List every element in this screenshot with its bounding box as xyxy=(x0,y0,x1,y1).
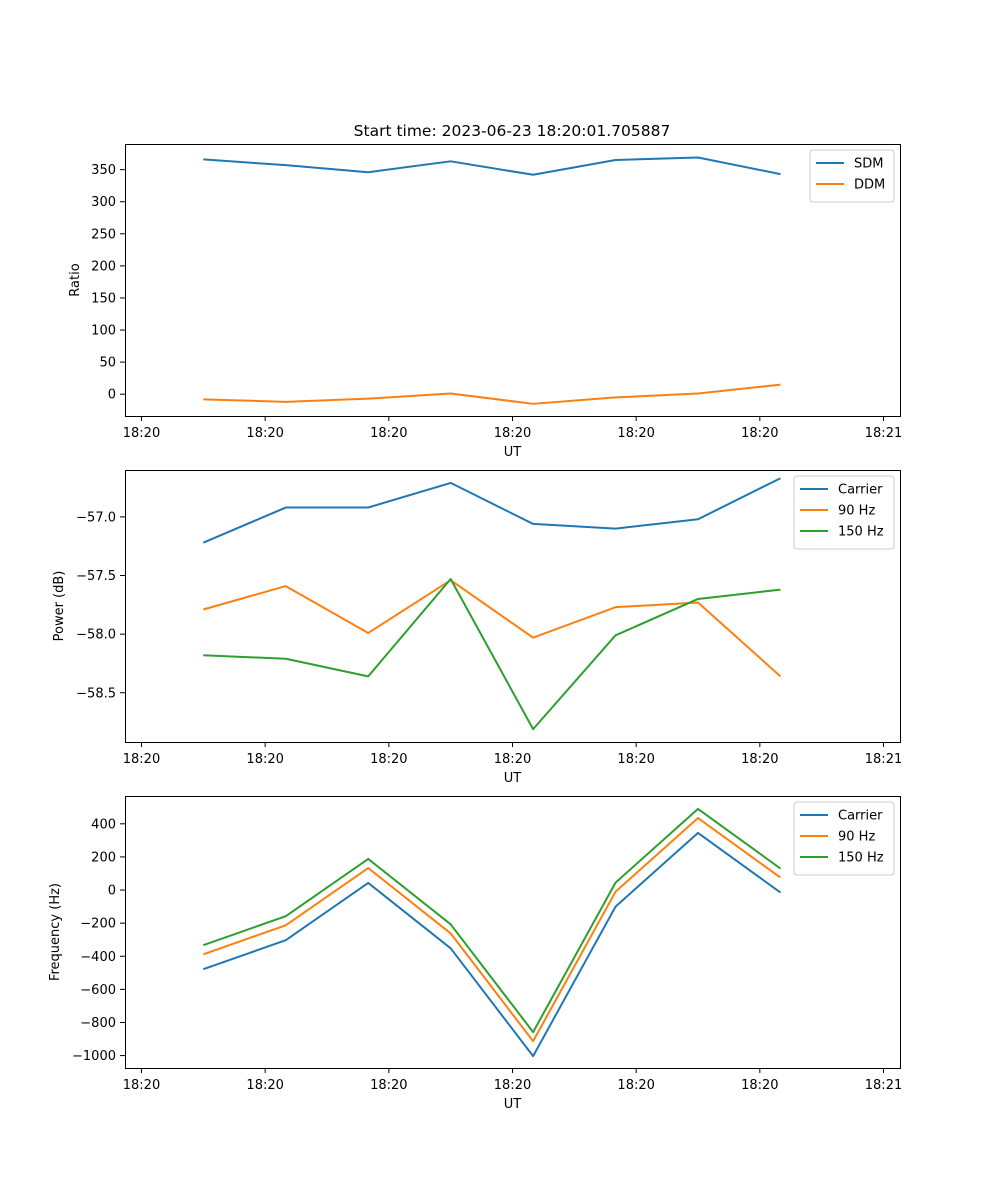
frequency-x-tick-label: 18:20 xyxy=(494,1078,531,1093)
chart-title: Start time: 2023-06-23 18:20:01.705887 xyxy=(354,122,671,140)
power-x-tick-label: 18:20 xyxy=(123,752,160,767)
ratio-y-tick-label: 300 xyxy=(91,195,116,210)
ratio-x-tick-label: 18:20 xyxy=(123,426,160,441)
power-legend-label: 90 Hz xyxy=(838,504,875,519)
power-series-line-150-hz xyxy=(203,578,781,731)
power-x-tick-label: 18:20 xyxy=(370,752,407,767)
frequency-x-tick-label: 18:20 xyxy=(741,1078,778,1093)
frequency-legend: Carrier 90 Hz 150 Hz xyxy=(793,801,895,876)
frequency-y-tick-label: −1000 xyxy=(72,1049,116,1064)
power-panel: 18:20 18:20 18:20 18:20 18:20 18:20 18:21 −58.5… xyxy=(52,470,902,786)
ratio-y-tick-label: 100 xyxy=(91,324,116,339)
frequency-x-tick-label: 18:20 xyxy=(617,1078,654,1093)
frequency-x-tick-label: 18:20 xyxy=(246,1078,283,1093)
ratio-y-tick-label: 350 xyxy=(91,163,116,178)
frequency-y-tick-label: 0 xyxy=(108,884,116,899)
ratio-panel: 18:20 18:20 18:20 18:20 18:20 18:20 18:21 0 50 10… xyxy=(68,144,902,460)
frequency-y-tick-label: −800 xyxy=(80,1016,116,1031)
frequency-y-tick-label: −200 xyxy=(80,917,116,932)
frequency-series-line-90-hz xyxy=(202,817,782,1043)
frequency-y-tick-label: 400 xyxy=(91,817,116,832)
frequency-y-tick-label: 200 xyxy=(91,850,116,865)
power-series-line-90-hz xyxy=(203,579,782,678)
ratio-series-line-ddm xyxy=(203,383,781,405)
power-y-tick-label: −58.0 xyxy=(76,628,116,643)
ratio-y-axis-label: Ratio xyxy=(68,263,83,296)
frequency-panel: 18:20 18:20 18:20 18:20 18:20 18:20 18:21 −1000… xyxy=(48,796,902,1112)
ratio-x-axis-label: UT xyxy=(504,445,522,460)
frequency-x-tick-label: 18:20 xyxy=(123,1078,160,1093)
ratio-y-tick-label: 50 xyxy=(99,356,116,371)
power-plot-frame xyxy=(125,470,901,743)
power-y-tick-label: −57.5 xyxy=(76,569,116,584)
ratio-legend: SDM DDM xyxy=(809,149,895,203)
power-x-tick-label: 18:20 xyxy=(617,752,654,767)
power-legend: Carrier 90 Hz 150 Hz xyxy=(793,475,895,550)
ratio-legend-label: DDM xyxy=(854,178,885,193)
power-x-tick-label: 18:20 xyxy=(246,752,283,767)
frequency-y-tick-label: −400 xyxy=(80,950,116,965)
frequency-legend-label: 90 Hz xyxy=(838,830,875,845)
frequency-y-tick-label: −600 xyxy=(80,983,116,998)
power-y-tick-label: −57.0 xyxy=(76,510,116,525)
frequency-x-axis-label: UT xyxy=(504,1097,522,1112)
power-x-tick-label: 18:21 xyxy=(865,752,902,767)
ratio-series-line-sdm xyxy=(203,156,781,176)
frequency-y-axis-label: Frequency (Hz) xyxy=(48,883,63,981)
ratio-x-tick-label: 18:20 xyxy=(741,426,778,441)
frequency-series-line-carrier xyxy=(202,831,782,1058)
power-y-tick-label: −58.5 xyxy=(76,686,116,701)
power-x-axis-label: UT xyxy=(504,771,522,786)
ratio-y-tick-label: 250 xyxy=(91,227,116,242)
ratio-x-tick-label: 18:20 xyxy=(617,426,654,441)
power-series-line-carrier xyxy=(202,477,781,544)
power-legend-label: 150 Hz xyxy=(838,525,884,540)
ratio-x-tick-label: 18:20 xyxy=(246,426,283,441)
power-y-axis-label: Power (dB) xyxy=(52,571,67,642)
ratio-y-tick-label: 200 xyxy=(91,259,116,274)
frequency-legend-label: 150 Hz xyxy=(838,851,884,866)
ratio-x-tick-label: 18:20 xyxy=(370,426,407,441)
frequency-series-line-150-hz xyxy=(202,807,782,1034)
ratio-y-tick-label: 0 xyxy=(108,388,116,403)
power-x-tick-label: 18:20 xyxy=(741,752,778,767)
ratio-x-tick-label: 18:20 xyxy=(494,426,531,441)
frequency-x-tick-label: 18:20 xyxy=(370,1078,407,1093)
frequency-x-tick-label: 18:21 xyxy=(865,1078,902,1093)
ratio-plot-frame xyxy=(125,144,901,417)
ratio-x-tick-label: 18:21 xyxy=(865,426,902,441)
power-legend-label: Carrier xyxy=(838,483,883,498)
frequency-legend-label: Carrier xyxy=(838,809,883,824)
power-x-tick-label: 18:20 xyxy=(494,752,531,767)
ratio-y-tick-label: 150 xyxy=(91,291,116,306)
ratio-legend-label: SDM xyxy=(854,157,883,172)
